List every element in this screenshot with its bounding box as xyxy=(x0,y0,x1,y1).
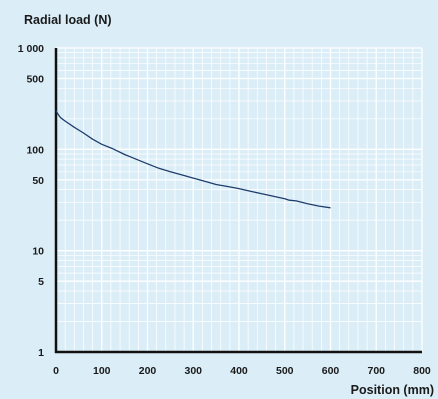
x-tick-label: 500 xyxy=(276,365,294,377)
x-tick-label: 400 xyxy=(230,365,248,377)
grid-lines xyxy=(56,48,422,352)
x-tick-label: 300 xyxy=(184,365,202,377)
y-tick-label: 5 xyxy=(38,276,44,288)
x-tick-label: 100 xyxy=(93,365,111,377)
x-axis-title: Position (mm) xyxy=(351,383,434,397)
y-tick-label: 1 xyxy=(38,347,44,359)
y-tick-label: 50 xyxy=(32,175,44,187)
x-tick-label: 600 xyxy=(322,365,340,377)
y-tick-label: 10 xyxy=(32,246,44,258)
x-tick-label: 0 xyxy=(53,365,59,377)
x-tick-label: 800 xyxy=(413,365,431,377)
y-tick-label: 500 xyxy=(26,74,44,86)
y-tick-label: 1 000 xyxy=(18,43,44,55)
y-axis-title: Radial load (N) xyxy=(24,13,112,27)
y-tick-label: 100 xyxy=(26,144,44,156)
x-tick-label: 700 xyxy=(367,365,385,377)
x-tick-label: 200 xyxy=(139,365,157,377)
